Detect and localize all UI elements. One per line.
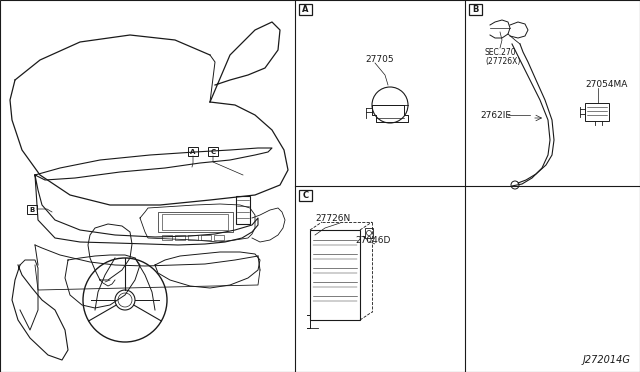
Text: A: A — [190, 148, 196, 154]
Text: C: C — [211, 148, 216, 154]
Text: 27046D: 27046D — [355, 236, 390, 245]
Bar — [236, 196, 250, 224]
Text: 27726N: 27726N — [315, 214, 350, 223]
Bar — [365, 228, 373, 238]
Bar — [175, 235, 185, 240]
Bar — [188, 147, 198, 156]
Text: SEC.270: SEC.270 — [485, 48, 516, 57]
Text: C: C — [303, 191, 308, 200]
Bar — [208, 147, 218, 156]
Text: B: B — [472, 5, 479, 14]
Bar — [158, 212, 233, 232]
Text: 2762lE: 2762lE — [480, 110, 511, 119]
Text: J272014G: J272014G — [582, 355, 630, 365]
Text: 27705: 27705 — [365, 55, 394, 64]
Bar — [299, 4, 312, 15]
Bar — [162, 214, 228, 230]
Bar — [469, 4, 482, 15]
Bar — [162, 235, 172, 240]
Bar — [214, 235, 224, 240]
Bar — [27, 205, 37, 214]
Bar — [299, 190, 312, 201]
Text: (27726X): (27726X) — [485, 57, 520, 66]
Bar — [310, 230, 360, 320]
Bar — [188, 235, 198, 240]
Text: 27054MA: 27054MA — [585, 80, 627, 89]
Bar — [585, 103, 609, 121]
Text: A: A — [302, 5, 308, 14]
Text: B: B — [29, 206, 35, 212]
Bar — [201, 235, 211, 240]
